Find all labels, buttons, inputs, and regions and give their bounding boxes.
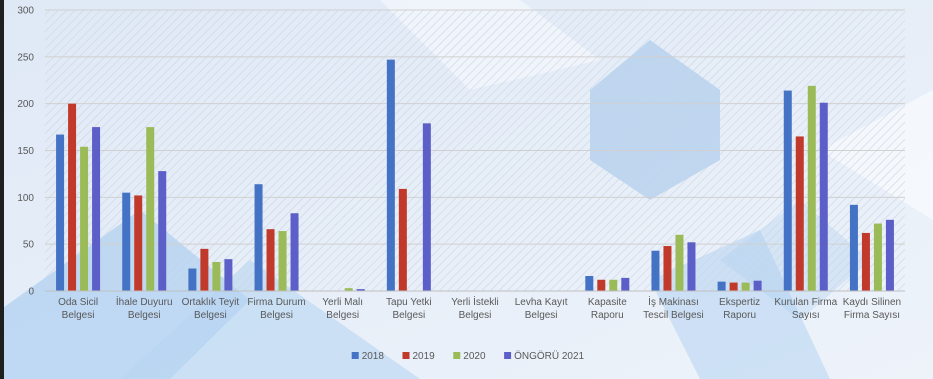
x-category-label: Kaydı Silinen — [843, 297, 901, 308]
x-category-label: Yerli Malı — [322, 297, 363, 308]
bar — [717, 281, 726, 291]
bar — [56, 134, 65, 291]
bar — [753, 280, 762, 291]
x-category-label: Belgesi — [392, 310, 425, 321]
bar — [146, 127, 155, 291]
bar — [675, 234, 684, 291]
bar — [807, 85, 816, 292]
bar — [158, 171, 167, 291]
bar — [422, 123, 431, 291]
x-category-label: Levha Kayıt — [515, 297, 568, 308]
bar — [212, 261, 221, 291]
y-tick-label: 200 — [17, 99, 34, 110]
legend-label: 2018 — [362, 351, 385, 362]
x-category-label: Sayısı — [792, 310, 820, 321]
x-category-label: İş Makinası — [648, 295, 699, 308]
x-category-label: Belgesi — [128, 310, 161, 321]
bar — [585, 276, 594, 291]
x-axis: Oda Sicil Belgesi İhale Duyuru Belgesi Ortak… — [45, 290, 905, 321]
bar — [122, 192, 131, 291]
x-category-label: Tapu Yetki — [386, 297, 432, 308]
x-category-label: Kurulan Firma — [774, 297, 837, 308]
x-category-label: Kapasite — [588, 297, 627, 308]
bar — [861, 232, 870, 291]
bar — [224, 259, 233, 291]
bar — [741, 282, 750, 291]
legend-swatch — [453, 352, 461, 359]
y-tick-label: 50 — [23, 240, 35, 251]
bar — [651, 250, 660, 291]
bar — [68, 103, 77, 292]
x-category-label: Belgesi — [525, 310, 558, 321]
legend-label: 2020 — [463, 351, 486, 362]
bar — [386, 59, 395, 291]
x-category-label: Belgesi — [62, 310, 95, 321]
bars — [56, 59, 894, 292]
y-tick-label: 150 — [17, 146, 34, 157]
legend: 2018 2019 2020 ÖNGÖRÜ 2021 — [351, 350, 585, 362]
x-category-label: Tescil Belgesi — [643, 310, 704, 321]
x-category-label: Ekspertiz — [719, 297, 760, 308]
bar — [597, 279, 606, 291]
x-category-label: Belgesi — [260, 310, 293, 321]
legend-swatch — [504, 352, 512, 359]
x-category-label: Oda Sicil — [58, 297, 98, 308]
bar — [398, 188, 407, 291]
bar — [278, 231, 287, 291]
legend-label: ÖNGÖRÜ 2021 — [514, 350, 584, 362]
bar — [621, 277, 630, 291]
x-category-label: Belgesi — [194, 310, 227, 321]
left-frame — [0, 0, 4, 379]
y-tick-label: 0 — [28, 287, 34, 298]
bar — [356, 289, 365, 291]
x-category-label: İhale Duyuru — [116, 295, 173, 308]
bar — [92, 127, 101, 291]
y-tick-label: 100 — [17, 193, 34, 204]
bar — [188, 268, 197, 291]
x-category-label: Firma Durum — [247, 297, 305, 308]
x-category-label: Raporu — [591, 310, 624, 321]
bar — [134, 195, 143, 291]
x-category-label: Belgesi — [459, 310, 492, 321]
x-category-label: Firma Sayısı — [844, 310, 900, 321]
bar — [729, 282, 738, 291]
bar — [290, 213, 299, 291]
bar — [344, 288, 353, 291]
x-category-label: Raporu — [723, 310, 756, 321]
bar — [873, 223, 882, 291]
y-tick-label: 300 — [17, 6, 34, 17]
bar — [266, 229, 275, 291]
y-axis: 0 50 100 150 200 250 300 — [17, 6, 34, 298]
x-category-label: Ortaklık Teyit — [182, 297, 240, 308]
bar — [849, 204, 858, 291]
bar — [687, 242, 696, 291]
bar — [200, 248, 209, 291]
bar — [885, 219, 894, 291]
bar — [80, 146, 89, 291]
bar — [819, 102, 828, 291]
x-category-label: Yerli İstekli — [451, 295, 498, 308]
x-category-label: Belgesi — [326, 310, 359, 321]
legend-swatch — [351, 352, 359, 359]
bar — [254, 184, 263, 291]
bar — [609, 279, 618, 291]
legend-swatch — [402, 352, 410, 359]
bar — [795, 136, 804, 291]
bar — [783, 90, 792, 291]
y-tick-label: 250 — [17, 52, 34, 63]
legend-label: 2019 — [413, 351, 436, 362]
bar — [663, 246, 672, 291]
